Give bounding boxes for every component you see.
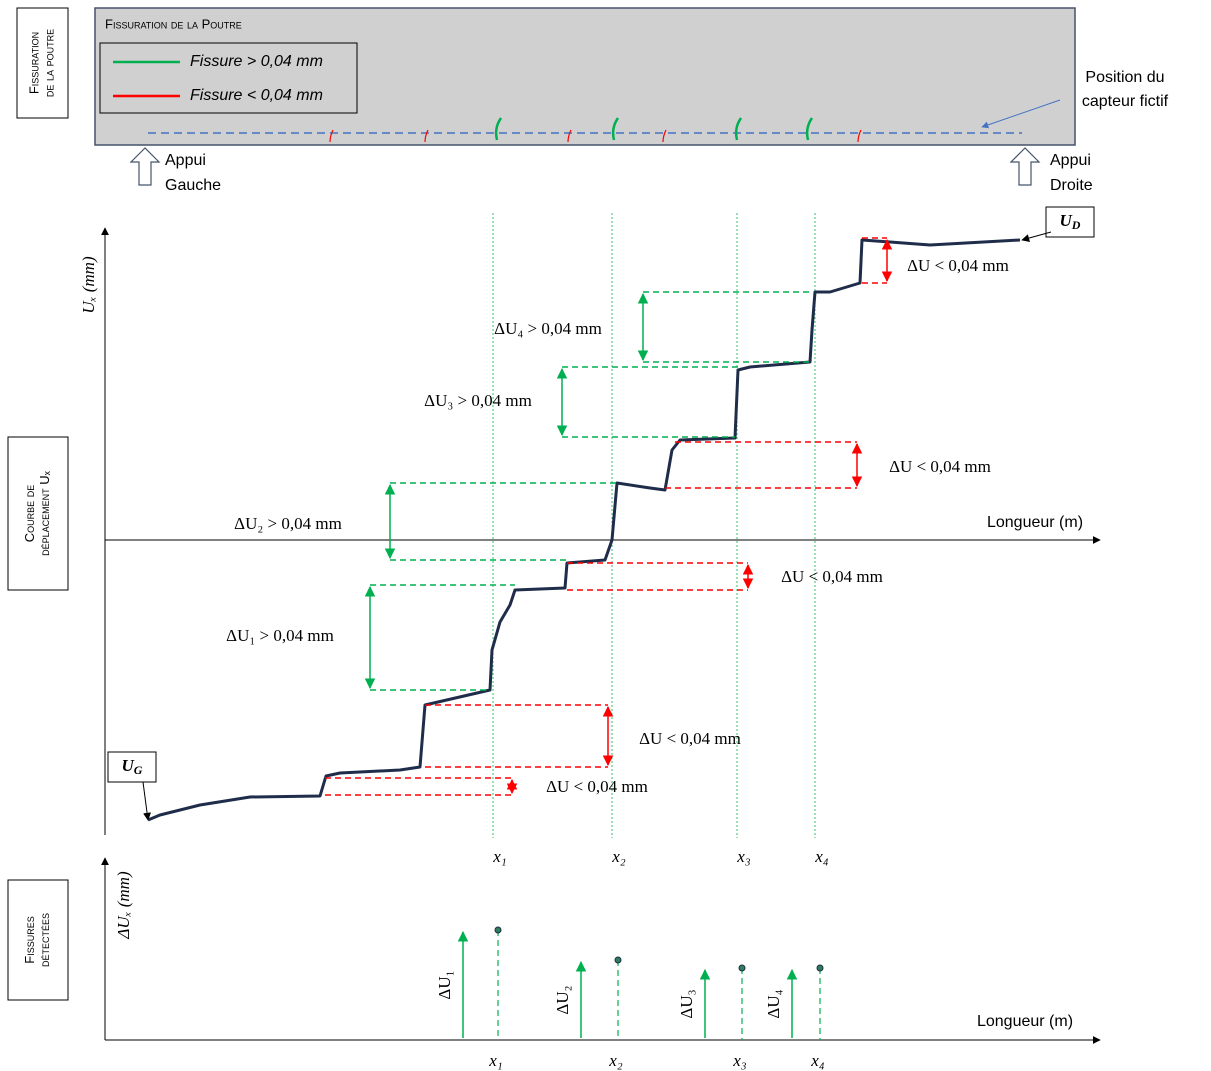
end-pointer xyxy=(142,781,152,821)
side-label: de la poutre xyxy=(41,29,56,97)
position-label: x₂ xyxy=(608,1051,623,1070)
sensor-label: capteur fictif xyxy=(1082,93,1169,110)
crack-large xyxy=(734,117,743,141)
jump-point xyxy=(816,964,824,972)
annotation-label: ΔU₄ > 0,04 mm xyxy=(494,319,602,338)
annotation-label: ΔU₁ > 0,04 mm xyxy=(226,626,334,645)
side-box xyxy=(7,879,69,1001)
crack-small xyxy=(857,129,862,143)
end-label-base: U xyxy=(1060,211,1073,230)
position-label: x₁ xyxy=(488,1051,502,1070)
crack-small xyxy=(567,129,572,143)
annotation-label: ΔU < 0,04 mm xyxy=(781,567,883,586)
beam-title: Fissuration de la Poutre xyxy=(105,16,242,31)
support-label: Appui xyxy=(165,152,206,169)
crack-large xyxy=(611,117,620,141)
legend-box xyxy=(99,42,358,114)
side-box xyxy=(16,7,69,119)
legend-label: Fissure > 0,04 mm xyxy=(190,53,323,70)
position-label: x₃ xyxy=(736,847,751,866)
jump-label: ΔU₄ xyxy=(764,989,783,1018)
side-label: Fissuration xyxy=(26,32,41,94)
end-label-sub: G xyxy=(134,763,143,777)
end-label: UG xyxy=(122,756,143,777)
jump-point xyxy=(494,926,502,934)
annotation-label: ΔU₃ > 0,04 mm xyxy=(424,391,532,410)
support-arrow xyxy=(129,147,161,186)
annotation-label: ΔU < 0,04 mm xyxy=(546,777,648,796)
position-label: x₄ xyxy=(810,1051,825,1070)
position-label: x₂ xyxy=(611,847,626,866)
crack-small xyxy=(424,129,429,143)
side-label: déplacement Uₓ xyxy=(37,470,52,556)
sensor-label: Position du xyxy=(1085,69,1164,86)
sensor-pointer xyxy=(981,99,1061,129)
annotation-label: ΔU₂ > 0,04 mm xyxy=(234,514,342,533)
crack-small xyxy=(662,129,667,143)
position-label: x₄ xyxy=(814,847,829,866)
end-box xyxy=(1045,206,1095,238)
end-box xyxy=(107,751,157,783)
support-label: Droite xyxy=(1050,177,1093,194)
crack-large xyxy=(805,117,814,141)
jump-label: ΔU₁ xyxy=(435,970,454,999)
position-label: x₁ xyxy=(492,847,506,866)
end-pointer xyxy=(1021,231,1052,242)
position-label: x₃ xyxy=(732,1051,747,1070)
jump-point xyxy=(614,956,622,964)
annotation-label: ΔU < 0,04 mm xyxy=(889,457,991,476)
support-label: Gauche xyxy=(165,177,221,194)
support-arrow xyxy=(1009,147,1041,186)
x-axis-label: Longueur (m) xyxy=(977,1013,1073,1030)
y-axis-label: ΔUₓ (mm) xyxy=(114,871,133,940)
side-box xyxy=(7,436,69,591)
y-axis-label: Uₓ (mm) xyxy=(79,256,98,314)
displacement-curve xyxy=(147,238,1021,822)
end-label-sub: D xyxy=(1071,218,1081,232)
jump-point xyxy=(738,964,746,972)
crack-small xyxy=(329,129,334,143)
end-label-base: U xyxy=(122,756,135,775)
side-label: Fissures xyxy=(22,916,37,963)
x-axis-label: Longueur (m) xyxy=(987,514,1083,531)
jump-label: ΔU₂ xyxy=(553,985,572,1014)
side-label: détectées xyxy=(37,913,52,967)
side-label: Courbe de xyxy=(22,485,37,543)
annotation-label: ΔU < 0,04 mm xyxy=(639,729,741,748)
end-label: UD xyxy=(1060,211,1081,232)
annotation-label: ΔU < 0,04 mm xyxy=(907,256,1009,275)
crack-large xyxy=(494,117,503,141)
jump-label: ΔU₃ xyxy=(677,989,696,1018)
legend-label: Fissure < 0,04 mm xyxy=(190,87,323,104)
support-label: Appui xyxy=(1050,152,1091,169)
beam xyxy=(94,7,1076,146)
